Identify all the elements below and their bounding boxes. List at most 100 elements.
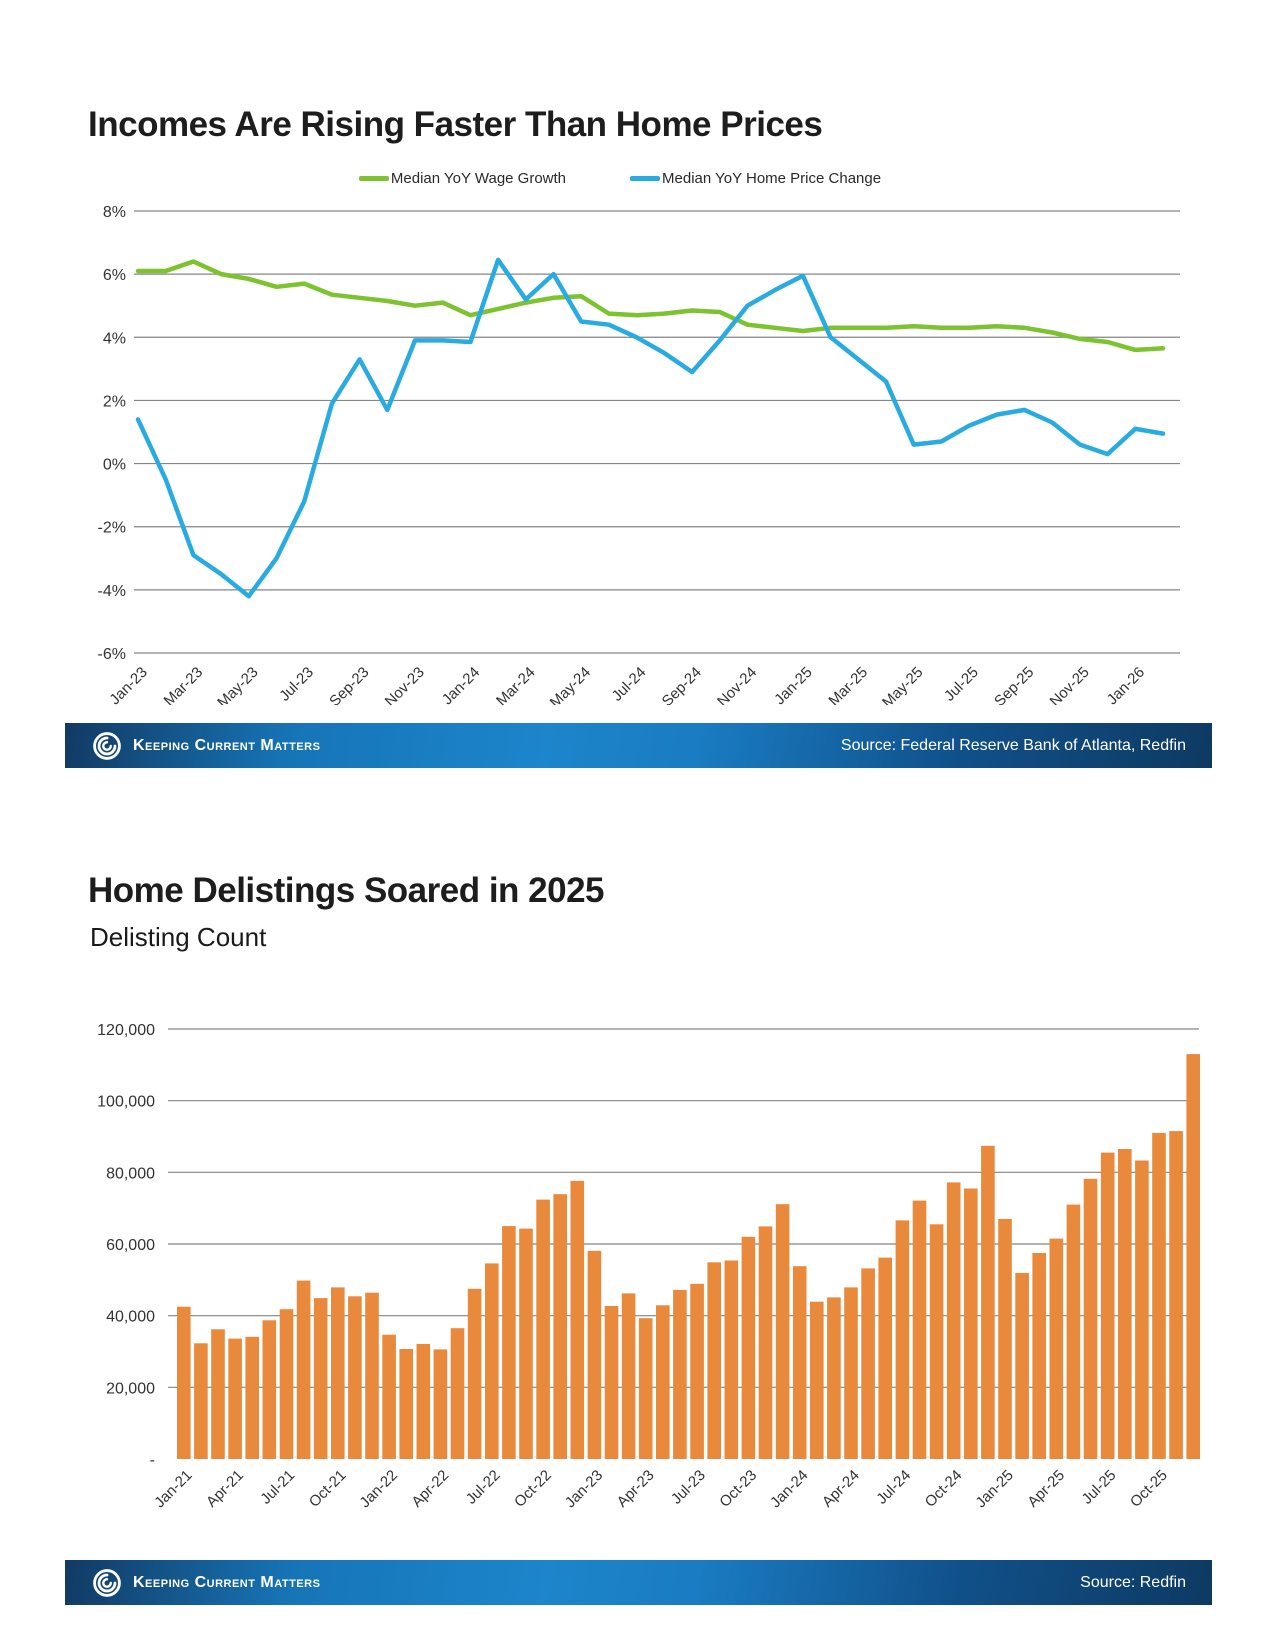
bar-Jul-23 <box>690 1283 704 1459</box>
svg-text:Jul-25: Jul-25 <box>941 664 982 705</box>
legend-label: Median YoY Wage Growth <box>390 170 567 187</box>
bar-Mar-25 <box>1032 1253 1046 1459</box>
svg-text:2%: 2% <box>103 393 126 410</box>
svg-text:Sep-24: Sep-24 <box>659 664 705 705</box>
wage-vs-home-price-line-chart: 8% 6% 4% 2% 0% -2% -4% -6%Jan-23 Mar-23 May-23 Jul… <box>98 204 1180 705</box>
kcm-brand-text: Keeping Current Matters <box>133 1573 321 1591</box>
svg-text:-2%: -2% <box>98 520 126 537</box>
bar-Nov-24 <box>964 1188 978 1459</box>
svg-text:Apr-21: Apr-21 <box>203 1467 247 1511</box>
bar-Jun-21 <box>262 1320 277 1459</box>
bar-Dec-21 <box>365 1292 379 1459</box>
wage-growth-line <box>135 259 1166 353</box>
wage-chart-footer-bar: Keeping Current Matters Source: Federal … <box>65 723 1212 768</box>
bar-Apr-23 <box>638 1318 653 1459</box>
bar-Jun-23 <box>673 1289 687 1459</box>
x-axis-labels: Jan-23 Mar-23 May-23 Jul-23 Sep-23 Nov-23 Jan-… <box>106 664 1148 705</box>
bar-Sep-24 <box>929 1224 944 1459</box>
bar-Nov-21 <box>348 1296 362 1459</box>
svg-text:Oct-24: Oct-24 <box>922 1467 966 1511</box>
bar-Jan-25 <box>998 1218 1012 1459</box>
svg-text:Jul-24: Jul-24 <box>609 664 650 705</box>
svg-text:Mar-24: Mar-24 <box>493 664 539 705</box>
bar-Sep-22 <box>519 1228 533 1459</box>
svg-text:Jul-25: Jul-25 <box>1079 1467 1120 1508</box>
kcm-brand: Keeping Current Matters <box>91 1567 320 1599</box>
delistings-chart-title: Home Delistings Soared in 2025 <box>88 871 605 911</box>
bar-Sep-21 <box>313 1298 328 1459</box>
bar-May-25 <box>1066 1204 1081 1459</box>
bar-Dec-22 <box>570 1180 585 1459</box>
bar-Aug-22 <box>502 1226 516 1459</box>
bar-May-23 <box>656 1305 670 1459</box>
bar-Mar-24 <box>827 1297 841 1459</box>
svg-text:-6%: -6% <box>98 646 126 663</box>
bar-Feb-21 <box>194 1343 208 1459</box>
legend-item-home-price: Median YoY Home Price Change <box>630 170 881 187</box>
delistings-chart-subtitle: Delisting Count <box>90 922 267 952</box>
bar-Sep-25 <box>1135 1160 1149 1459</box>
svg-text:100,000: 100,000 <box>97 1094 155 1111</box>
svg-text:Nov-24: Nov-24 <box>714 664 760 705</box>
bar-Jan-22 <box>382 1334 396 1459</box>
svg-text:Mar-25: Mar-25 <box>825 664 871 705</box>
bar-Aug-25 <box>1118 1149 1132 1459</box>
wage-chart-title: Incomes Are Rising Faster Than Home Pric… <box>88 105 823 145</box>
bar-Mar-23 <box>621 1293 636 1459</box>
bar-Dec-24 <box>981 1145 995 1459</box>
bar-Dec-23 <box>775 1204 790 1459</box>
bar-Apr-21 <box>228 1338 242 1459</box>
bar-Aug-23 <box>707 1262 721 1459</box>
legend-item-wage-growth: Median YoY Wage Growth <box>358 170 567 187</box>
y-axis-labels: 120,000 100,000 80,000 60,000 40,000 20,000 - <box>97 1022 155 1469</box>
svg-text:Jan-22: Jan-22 <box>356 1467 400 1511</box>
y-axis-labels: 8% 6% 4% 2% 0% -2% -4% -6% <box>98 204 126 663</box>
svg-text:Sep-25: Sep-25 <box>991 664 1037 705</box>
svg-text:20,000: 20,000 <box>106 1380 155 1397</box>
kcm-brand: Keeping Current Matters <box>91 730 320 762</box>
svg-text:Apr-24: Apr-24 <box>819 1467 863 1511</box>
svg-text:8%: 8% <box>103 204 126 221</box>
svg-text:0%: 0% <box>103 457 126 474</box>
bar-Oct-22 <box>536 1199 550 1459</box>
bar-Oct-21 <box>331 1287 345 1459</box>
svg-text:Oct-21: Oct-21 <box>306 1467 350 1511</box>
delisting-bars <box>177 1054 1200 1459</box>
svg-text:-: - <box>150 1452 155 1469</box>
kcm-logo-icon <box>93 731 121 760</box>
svg-text:May-24: May-24 <box>547 664 594 705</box>
wage-chart-legend: Median YoY Wage Growth Median YoY Home P… <box>60 170 1180 187</box>
svg-text:Nov-23: Nov-23 <box>382 664 428 705</box>
svg-text:Jan-24: Jan-24 <box>439 664 483 705</box>
svg-text:May-23: May-23 <box>214 664 261 705</box>
svg-text:Nov-25: Nov-25 <box>1047 664 1093 705</box>
bar-Jan-21 <box>177 1306 191 1459</box>
wage-growth-line-swatch <box>358 176 389 181</box>
svg-text:Jan-25: Jan-25 <box>972 1467 1016 1511</box>
svg-text:80,000: 80,000 <box>106 1165 155 1182</box>
svg-text:Oct-23: Oct-23 <box>716 1467 760 1511</box>
bar-Jul-21 <box>279 1309 294 1459</box>
svg-text:120,000: 120,000 <box>97 1022 155 1039</box>
svg-text:-4%: -4% <box>98 583 126 600</box>
bar-Aug-21 <box>296 1280 311 1459</box>
bar-Dec-25 <box>1186 1054 1200 1459</box>
bar-Nov-25 <box>1169 1131 1183 1459</box>
x-axis-labels: Jan-21 Apr-21 Jul-21 Oct-21 Jan-22 Apr-22 Jul-… <box>151 1467 1171 1511</box>
delistings-bar-chart: 120,000100,00080,00060,00040,00020,000-J… <box>97 1022 1200 1511</box>
bar-Oct-24 <box>946 1182 961 1459</box>
gridlines <box>134 210 1180 654</box>
bar-Apr-22 <box>433 1349 448 1459</box>
bar-Jun-22 <box>467 1288 482 1459</box>
bar-Feb-23 <box>604 1306 619 1459</box>
svg-text:Jul-21: Jul-21 <box>257 1467 298 1508</box>
bar-Jan-23 <box>587 1250 602 1459</box>
bar-Jan-24 <box>792 1266 807 1459</box>
bar-Nov-22 <box>553 1194 567 1459</box>
svg-text:Jul-23: Jul-23 <box>276 664 317 705</box>
bar-May-24 <box>861 1268 875 1459</box>
svg-text:Apr-25: Apr-25 <box>1024 1467 1068 1511</box>
svg-text:Jan-26: Jan-26 <box>1104 664 1148 705</box>
bar-Jul-24 <box>895 1220 910 1459</box>
